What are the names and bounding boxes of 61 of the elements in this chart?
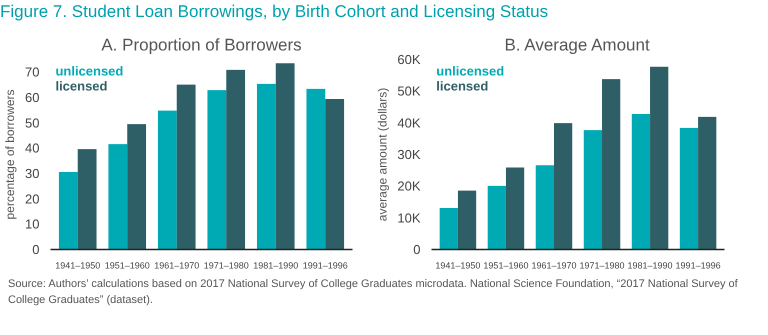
text: unlicensed bbox=[55, 64, 124, 79]
y-tick-label: 20K bbox=[397, 178, 421, 194]
text: unlicensed bbox=[436, 64, 504, 79]
bar bbox=[306, 89, 326, 250]
bar bbox=[176, 84, 196, 250]
y-tick-label: 70 bbox=[25, 64, 40, 80]
x-tick-label: 1981–1990 bbox=[253, 260, 298, 271]
bar bbox=[108, 144, 128, 250]
bar bbox=[207, 90, 226, 250]
caption: Figure 7. Student Loan Borrowings, by Birth Cohort and Licensing Status bbox=[0, 1, 548, 23]
y-tick-label: 30 bbox=[25, 166, 40, 182]
chart-title: B. Average Amount bbox=[504, 36, 650, 55]
y-tick-label: 60 bbox=[25, 90, 40, 106]
y-tick-label: 50K bbox=[397, 84, 421, 99]
y-tick-label: 40 bbox=[25, 140, 40, 156]
y-tick-label: 40K bbox=[397, 116, 421, 131]
y-axis-title: average amount (dollars) bbox=[375, 88, 390, 222]
bar bbox=[440, 208, 458, 250]
bar bbox=[458, 190, 476, 250]
bar bbox=[680, 128, 698, 250]
bar bbox=[632, 114, 650, 250]
bar bbox=[506, 168, 524, 250]
bar bbox=[698, 117, 716, 250]
y-tick-label: 30K bbox=[397, 147, 421, 162]
bar bbox=[58, 172, 78, 250]
y-tick-label: 50 bbox=[25, 116, 40, 131]
bar bbox=[78, 149, 97, 250]
bar bbox=[325, 99, 344, 250]
x-tick-label: 1951–1960 bbox=[483, 260, 528, 271]
y-tick-label: 10 bbox=[25, 216, 40, 232]
bar bbox=[127, 124, 146, 250]
x-tick-label: 1971–1980 bbox=[204, 260, 249, 271]
chart-title: A. Proportion of Borrowers bbox=[101, 36, 302, 55]
text: licensed bbox=[436, 78, 488, 94]
y-tick-label: 10K bbox=[397, 210, 421, 226]
y-tick-label: 0 bbox=[413, 242, 421, 258]
x-tick-label: 1961–1970 bbox=[154, 260, 200, 271]
x-tick-label: 1961–1970 bbox=[531, 260, 577, 271]
y-axis-title: percentage of borrowers bbox=[3, 90, 18, 220]
bar bbox=[276, 64, 295, 250]
source-note: Source: Authors’ calculations based on 2017 National Survey of College Graduates microdata. National Science Foundation, “2017 National Survey of College Graduates” (dataset). bbox=[8, 277, 739, 308]
x-tick-label: 1981–1990 bbox=[628, 260, 673, 271]
x-tick-label: 1991–1996 bbox=[676, 260, 721, 271]
bar bbox=[488, 186, 506, 250]
bar bbox=[554, 123, 572, 250]
bar bbox=[536, 166, 554, 250]
bar bbox=[602, 79, 620, 250]
x-tick-label: 1941–1950 bbox=[55, 260, 100, 271]
x-tick-label: 1951–1960 bbox=[104, 260, 150, 271]
x-tick-label: 1971–1980 bbox=[579, 260, 625, 271]
x-tick-label: 1991–1996 bbox=[302, 260, 348, 271]
x-tick-label: 1941–1950 bbox=[435, 260, 480, 271]
y-tick-label: 60K bbox=[397, 52, 421, 68]
y-tick-label: 0 bbox=[32, 242, 40, 258]
bar bbox=[256, 84, 276, 250]
bar bbox=[650, 67, 668, 250]
bar bbox=[584, 130, 602, 250]
y-tick-label: 20 bbox=[25, 192, 40, 207]
bar bbox=[226, 70, 246, 250]
text: licensed bbox=[55, 78, 108, 94]
bar bbox=[158, 110, 177, 250]
